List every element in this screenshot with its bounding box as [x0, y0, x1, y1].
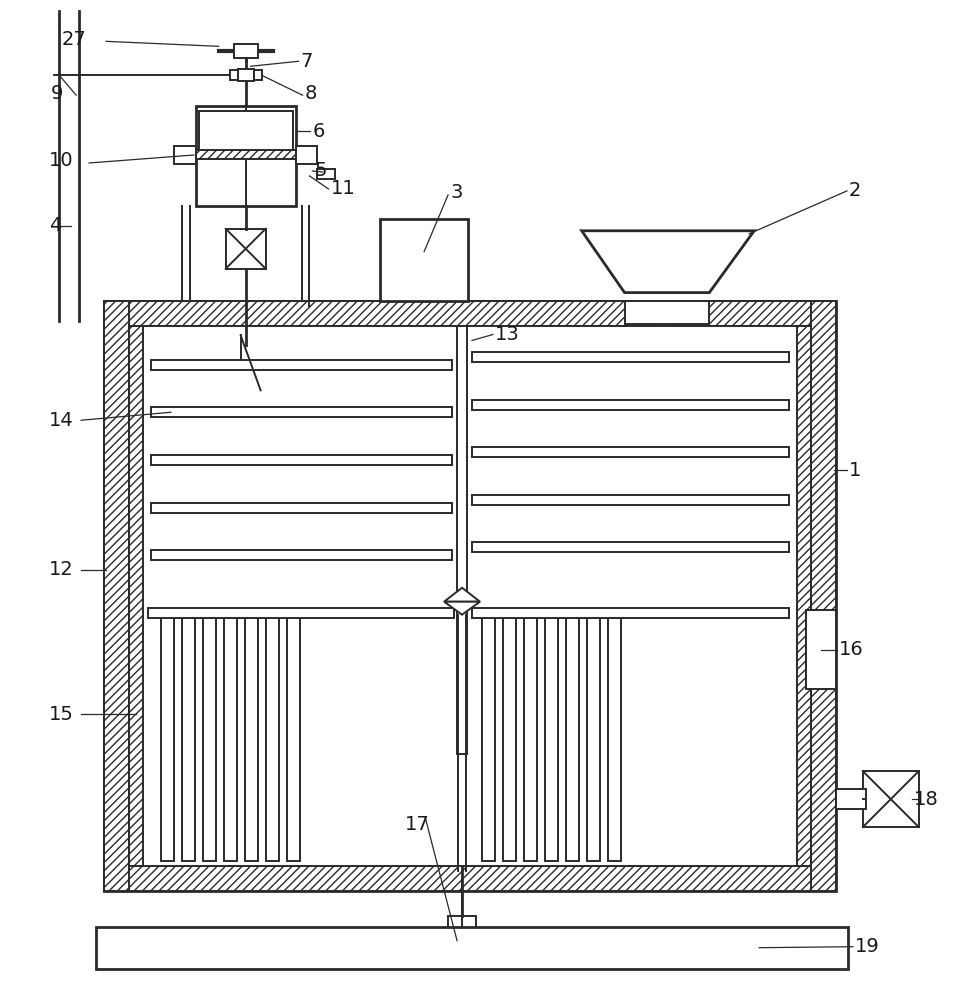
Text: 4: 4: [50, 216, 62, 235]
Bar: [286, 615, 300, 861]
Bar: [151, 550, 452, 560]
Bar: [234, 44, 258, 58]
Polygon shape: [582, 231, 754, 293]
Bar: [797, 326, 811, 866]
Text: 3: 3: [450, 183, 462, 202]
Bar: [448, 916, 476, 946]
Text: 2: 2: [849, 181, 861, 200]
Bar: [151, 360, 452, 370]
Bar: [836, 789, 866, 809]
Bar: [457, 326, 467, 754]
Bar: [202, 615, 216, 861]
Bar: [295, 146, 317, 164]
Bar: [472, 447, 789, 457]
Bar: [863, 771, 919, 827]
Text: 6: 6: [312, 122, 325, 141]
Bar: [96, 927, 848, 969]
Bar: [524, 615, 537, 861]
Text: 15: 15: [50, 705, 74, 724]
Bar: [238, 69, 254, 81]
Bar: [317, 169, 335, 179]
Polygon shape: [444, 588, 480, 602]
Text: 11: 11: [330, 179, 355, 198]
Text: 12: 12: [50, 560, 74, 579]
Bar: [472, 400, 789, 410]
Text: 17: 17: [405, 815, 430, 834]
Bar: [223, 615, 237, 861]
Bar: [151, 455, 452, 465]
Bar: [148, 608, 454, 618]
Bar: [625, 301, 710, 324]
Bar: [482, 615, 495, 861]
Bar: [199, 111, 292, 156]
Bar: [104, 301, 836, 326]
Text: 19: 19: [855, 937, 880, 956]
Bar: [586, 615, 600, 861]
Bar: [265, 615, 279, 861]
Bar: [151, 503, 452, 513]
Polygon shape: [444, 602, 480, 615]
Text: 16: 16: [838, 640, 863, 659]
Bar: [174, 146, 196, 164]
Bar: [151, 407, 452, 417]
Bar: [225, 229, 265, 269]
Bar: [472, 608, 789, 618]
Text: 9: 9: [52, 84, 64, 103]
Bar: [230, 70, 238, 80]
Bar: [196, 150, 295, 159]
Text: 10: 10: [50, 151, 74, 170]
Bar: [607, 615, 621, 861]
Text: 7: 7: [301, 52, 313, 71]
Bar: [806, 610, 836, 689]
Bar: [811, 301, 836, 891]
Bar: [450, 946, 474, 954]
Text: 14: 14: [50, 411, 74, 430]
Text: 1: 1: [849, 461, 861, 480]
Bar: [181, 615, 195, 861]
Text: 18: 18: [914, 790, 939, 809]
Bar: [104, 301, 836, 891]
Text: 5: 5: [314, 161, 327, 180]
Bar: [104, 866, 836, 891]
Bar: [565, 615, 579, 861]
Text: 27: 27: [61, 30, 86, 49]
Bar: [544, 615, 558, 861]
Bar: [472, 352, 789, 362]
Bar: [380, 219, 468, 301]
Bar: [254, 70, 262, 80]
Text: 13: 13: [495, 325, 520, 344]
Bar: [472, 542, 789, 552]
Bar: [161, 615, 174, 861]
Bar: [244, 615, 258, 861]
Text: 8: 8: [305, 84, 317, 103]
Bar: [196, 106, 295, 206]
Bar: [129, 326, 143, 866]
Bar: [104, 301, 129, 891]
Bar: [503, 615, 516, 861]
Bar: [472, 495, 789, 505]
